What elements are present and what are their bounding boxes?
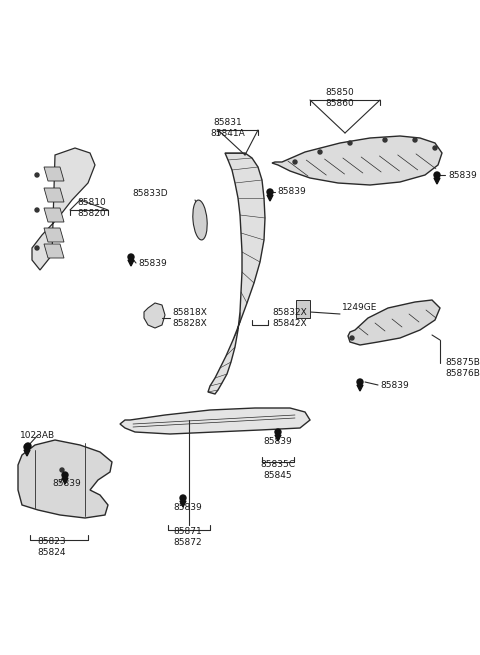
Circle shape (413, 138, 417, 142)
Circle shape (62, 472, 68, 478)
Circle shape (357, 379, 363, 385)
Text: 85831
85841A: 85831 85841A (211, 118, 245, 138)
Polygon shape (44, 228, 64, 242)
Circle shape (128, 254, 134, 260)
Circle shape (60, 468, 64, 472)
Circle shape (180, 495, 186, 501)
Circle shape (35, 208, 39, 212)
Text: 1023AB: 1023AB (20, 430, 55, 440)
Polygon shape (44, 167, 64, 181)
Text: 85839: 85839 (448, 170, 477, 179)
Polygon shape (208, 153, 265, 394)
Text: 85850
85860: 85850 85860 (325, 88, 354, 108)
Ellipse shape (193, 200, 207, 240)
Circle shape (434, 172, 440, 178)
Circle shape (383, 138, 387, 142)
Circle shape (267, 189, 273, 195)
Circle shape (318, 150, 322, 154)
Polygon shape (24, 450, 30, 456)
Text: 85839: 85839 (174, 503, 203, 512)
Text: 85839: 85839 (380, 381, 409, 390)
Polygon shape (267, 195, 273, 201)
Polygon shape (357, 385, 363, 391)
Circle shape (35, 246, 39, 250)
Polygon shape (120, 408, 310, 434)
Circle shape (350, 336, 354, 340)
Text: 85818X
85828X: 85818X 85828X (172, 308, 207, 328)
Text: 85839: 85839 (277, 187, 306, 196)
Circle shape (275, 429, 281, 435)
Polygon shape (128, 260, 134, 266)
Polygon shape (144, 303, 165, 328)
Polygon shape (44, 188, 64, 202)
Polygon shape (44, 208, 64, 222)
Text: 85823
85824: 85823 85824 (38, 537, 66, 557)
Polygon shape (44, 244, 64, 258)
Polygon shape (180, 501, 186, 507)
Circle shape (25, 443, 31, 449)
Text: 85839: 85839 (264, 437, 292, 446)
Polygon shape (434, 178, 440, 184)
Text: 85832X
85842X: 85832X 85842X (272, 308, 307, 328)
Circle shape (24, 444, 30, 450)
Polygon shape (272, 136, 442, 185)
Text: 85810
85820: 85810 85820 (78, 198, 107, 218)
Polygon shape (32, 148, 95, 270)
Text: 85835C
85845: 85835C 85845 (261, 460, 296, 480)
Text: 85833D: 85833D (132, 189, 168, 198)
Polygon shape (348, 300, 440, 345)
Text: 1249GE: 1249GE (342, 303, 377, 312)
Circle shape (293, 160, 297, 164)
Bar (296, 300, 310, 318)
Polygon shape (18, 440, 112, 518)
Text: 85839: 85839 (52, 479, 81, 489)
Text: 85839: 85839 (138, 259, 167, 267)
Polygon shape (275, 435, 281, 441)
Polygon shape (62, 478, 68, 484)
Circle shape (348, 141, 352, 145)
Text: 85871
85872: 85871 85872 (174, 527, 203, 547)
Circle shape (35, 173, 39, 177)
Text: 85875B
85876B: 85875B 85876B (445, 358, 480, 378)
Circle shape (433, 146, 437, 150)
